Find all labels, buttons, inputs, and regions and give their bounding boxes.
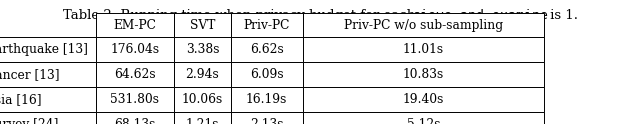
Text: Table 2: Running time when privacy budget for each: Table 2: Running time when privacy budge…	[63, 9, 419, 22]
Text: sieve-and-examine: sieve-and-examine	[412, 9, 548, 22]
Text: is 1.: is 1.	[546, 9, 578, 22]
